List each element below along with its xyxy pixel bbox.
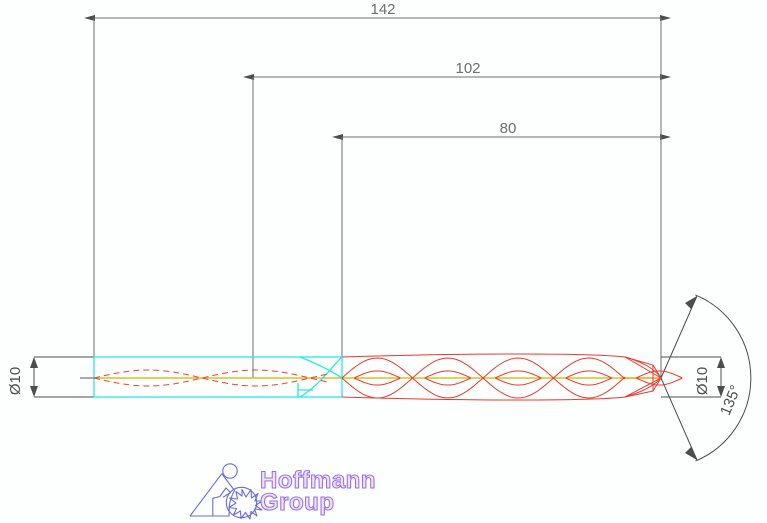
svg-text:Ø10: Ø10 xyxy=(7,367,24,395)
svg-text:Ø10: Ø10 xyxy=(694,367,711,395)
svg-text:102: 102 xyxy=(455,60,480,77)
svg-text:80: 80 xyxy=(500,120,517,137)
svg-text:142: 142 xyxy=(370,1,395,18)
